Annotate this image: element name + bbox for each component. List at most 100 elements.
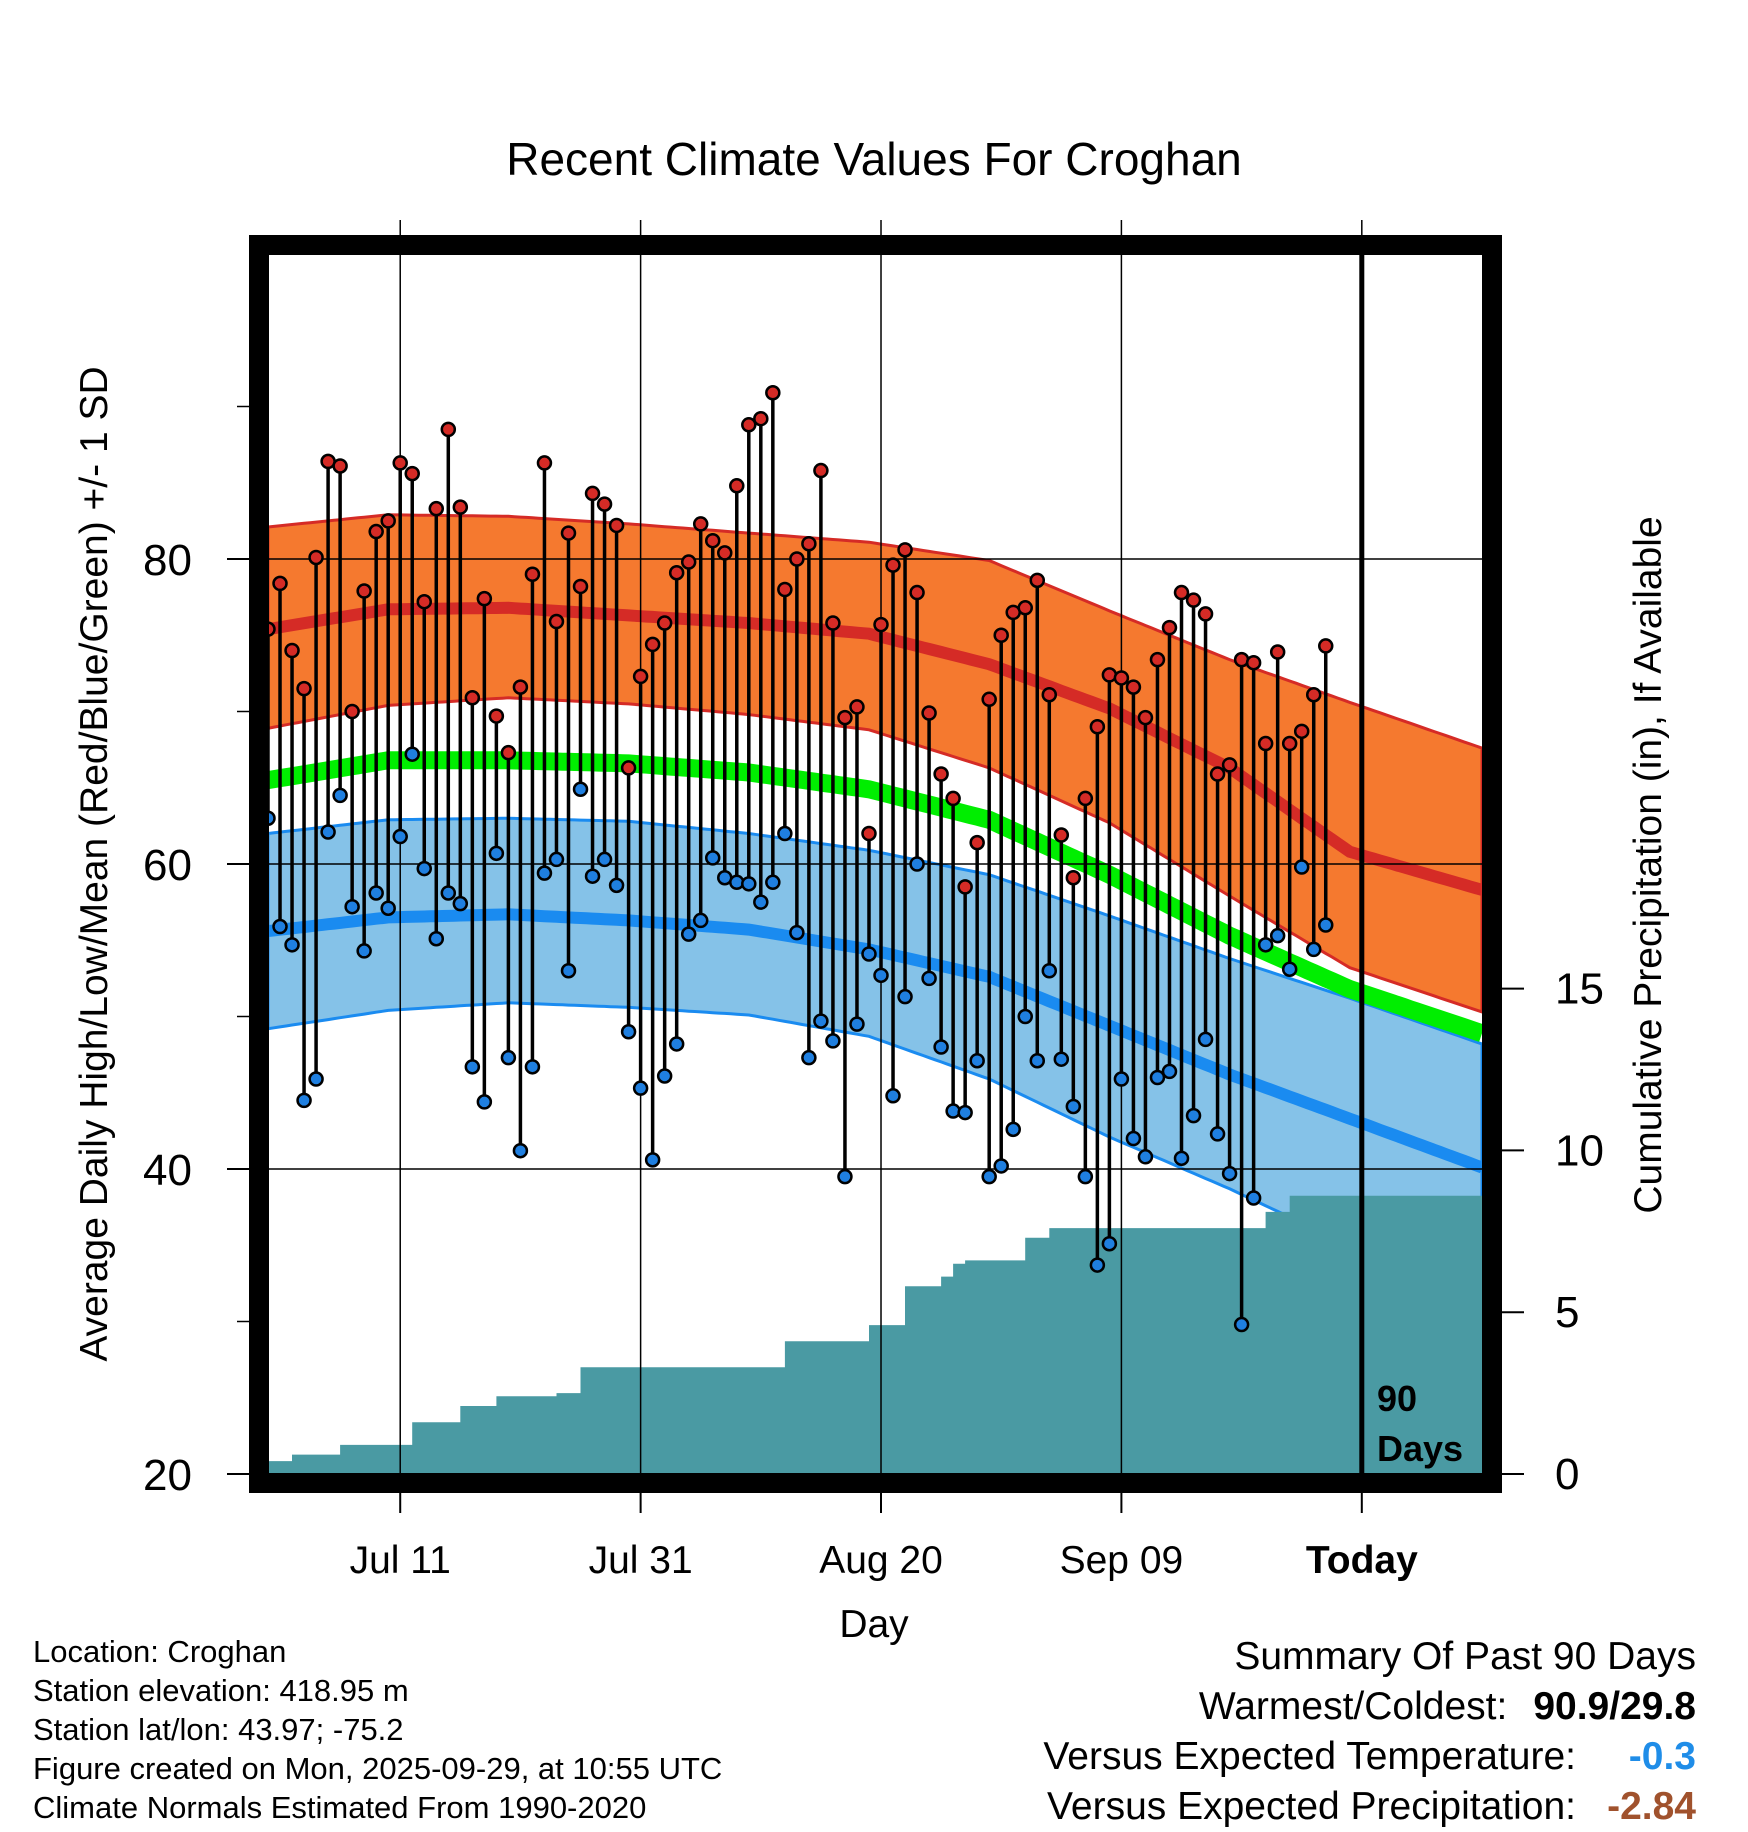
daily-low-point — [741, 876, 757, 892]
daily-low-point — [608, 877, 625, 894]
daily-high-point — [957, 879, 973, 895]
y-tick-label: 20 — [143, 1451, 192, 1500]
window-label-number: 90 — [1377, 1378, 1417, 1419]
daily-low-point — [1245, 1190, 1262, 1206]
summary-warmest-coldest: Warmest/Coldest: 90.9/29.8 — [1043, 1682, 1696, 1732]
y-tick-label: 60 — [143, 841, 192, 890]
warmest-coldest-label: Warmest/Coldest: — [1198, 1685, 1508, 1728]
summary-precip-anomaly: Versus Expected Precipitation: -2.84 — [1043, 1782, 1696, 1832]
daily-low-point — [1317, 917, 1334, 933]
daily-low-point — [356, 943, 372, 959]
daily-low-point — [368, 885, 384, 901]
x-axis-label: Day — [839, 1603, 909, 1646]
daily-low-point — [1113, 1071, 1130, 1087]
daily-high-point — [1125, 679, 1142, 695]
daily-high-point — [512, 679, 529, 695]
daily-low-point — [1137, 1149, 1154, 1165]
precip-anomaly-label: Versus Expected Precipitation: — [1047, 1785, 1576, 1828]
daily-low-point — [452, 895, 469, 912]
daily-high-point — [729, 478, 745, 494]
chart-title: Recent Climate Values For Croghan — [506, 133, 1241, 185]
daily-low-point — [981, 1168, 997, 1185]
daily-high-point — [1029, 572, 1046, 589]
daily-low-point — [404, 746, 420, 762]
daily-high-point — [1245, 654, 1262, 671]
daily-low-point — [584, 868, 601, 884]
daily-low-point — [344, 898, 360, 915]
daily-high-point — [981, 691, 997, 708]
daily-high-point — [368, 523, 384, 540]
warmest-coldest-value: 90.9/29.8 — [1533, 1685, 1696, 1728]
normal-high-line — [267, 601, 1484, 896]
daily-high-point — [909, 584, 925, 601]
daily-low-point — [380, 900, 396, 916]
daily-low-point — [897, 988, 913, 1005]
daily-high-point — [1281, 735, 1298, 752]
daily-low-point — [536, 865, 553, 881]
daily-high-point — [1137, 709, 1154, 726]
daily-high-point — [692, 516, 709, 532]
plot-frame — [249, 235, 1502, 1493]
daily-high-point — [753, 410, 769, 427]
daily-low-point — [296, 1092, 312, 1109]
daily-low-point — [753, 894, 769, 910]
daily-low-point — [993, 1158, 1009, 1174]
daily-high-point — [1317, 638, 1334, 654]
daily-high-point — [524, 566, 541, 582]
daily-low-point — [1005, 1121, 1021, 1138]
daily-high-point — [861, 825, 877, 842]
daily-high-point — [584, 485, 601, 502]
daily-high-point — [897, 542, 913, 558]
daily-high-point — [1017, 600, 1033, 616]
daily-low-point — [1233, 1316, 1250, 1333]
daily-high-point — [993, 627, 1009, 643]
daily-low-point — [1293, 859, 1310, 875]
daily-high-point — [356, 583, 372, 599]
daily-low-point — [849, 1016, 865, 1032]
daily-markers — [260, 385, 1334, 1333]
normal-mean-line — [266, 751, 1485, 1042]
daily-low-point — [392, 828, 408, 845]
daily-low-point — [777, 825, 793, 842]
daily-high-point — [452, 499, 469, 515]
daily-low-point — [885, 1088, 901, 1104]
daily-high-point — [1065, 869, 1082, 886]
created-text: Figure created on Mon, 2025-09-29, at 10… — [33, 1751, 723, 1786]
daily-low-point — [1197, 1031, 1214, 1048]
daily-high-point — [837, 709, 853, 726]
daily-high-point — [644, 636, 661, 653]
daily-range-sticks — [266, 392, 1328, 1325]
latlon-text: Station lat/lon: 43.97; -75.2 — [33, 1712, 404, 1747]
daily-high-point — [500, 744, 517, 761]
daily-high-point — [404, 465, 420, 482]
x-tick-label: Sep 09 — [1060, 1539, 1184, 1582]
daily-high-point — [1221, 757, 1238, 773]
daily-high-point — [945, 790, 961, 807]
daily-low-point — [801, 1049, 817, 1066]
daily-low-point — [909, 856, 925, 872]
x-tick-label: Aug 20 — [819, 1539, 943, 1582]
daily-low-point — [1125, 1130, 1142, 1147]
daily-high-point — [825, 615, 841, 631]
daily-high-point — [428, 500, 445, 517]
daily-high-point — [1053, 827, 1070, 843]
daily-low-point — [1209, 1126, 1226, 1142]
daily-low-point — [680, 926, 697, 942]
y2-tick-label: 15 — [1555, 965, 1604, 1014]
daily-low-point — [1281, 961, 1298, 977]
daily-low-point — [308, 1071, 324, 1087]
daily-low-point — [1089, 1257, 1106, 1273]
daily-low-point — [957, 1104, 973, 1121]
daily-high-point — [717, 545, 733, 561]
daily-low-point — [500, 1049, 517, 1066]
daily-high-point — [1113, 670, 1130, 686]
daily-high-point — [1209, 766, 1226, 782]
daily-low-point — [813, 1013, 829, 1029]
daily-high-point — [488, 708, 505, 724]
daily-high-point — [1197, 606, 1214, 622]
daily-high-point — [344, 703, 360, 720]
daily-high-point — [1173, 584, 1190, 601]
daily-low-point — [512, 1142, 529, 1159]
daily-low-point — [284, 937, 300, 953]
